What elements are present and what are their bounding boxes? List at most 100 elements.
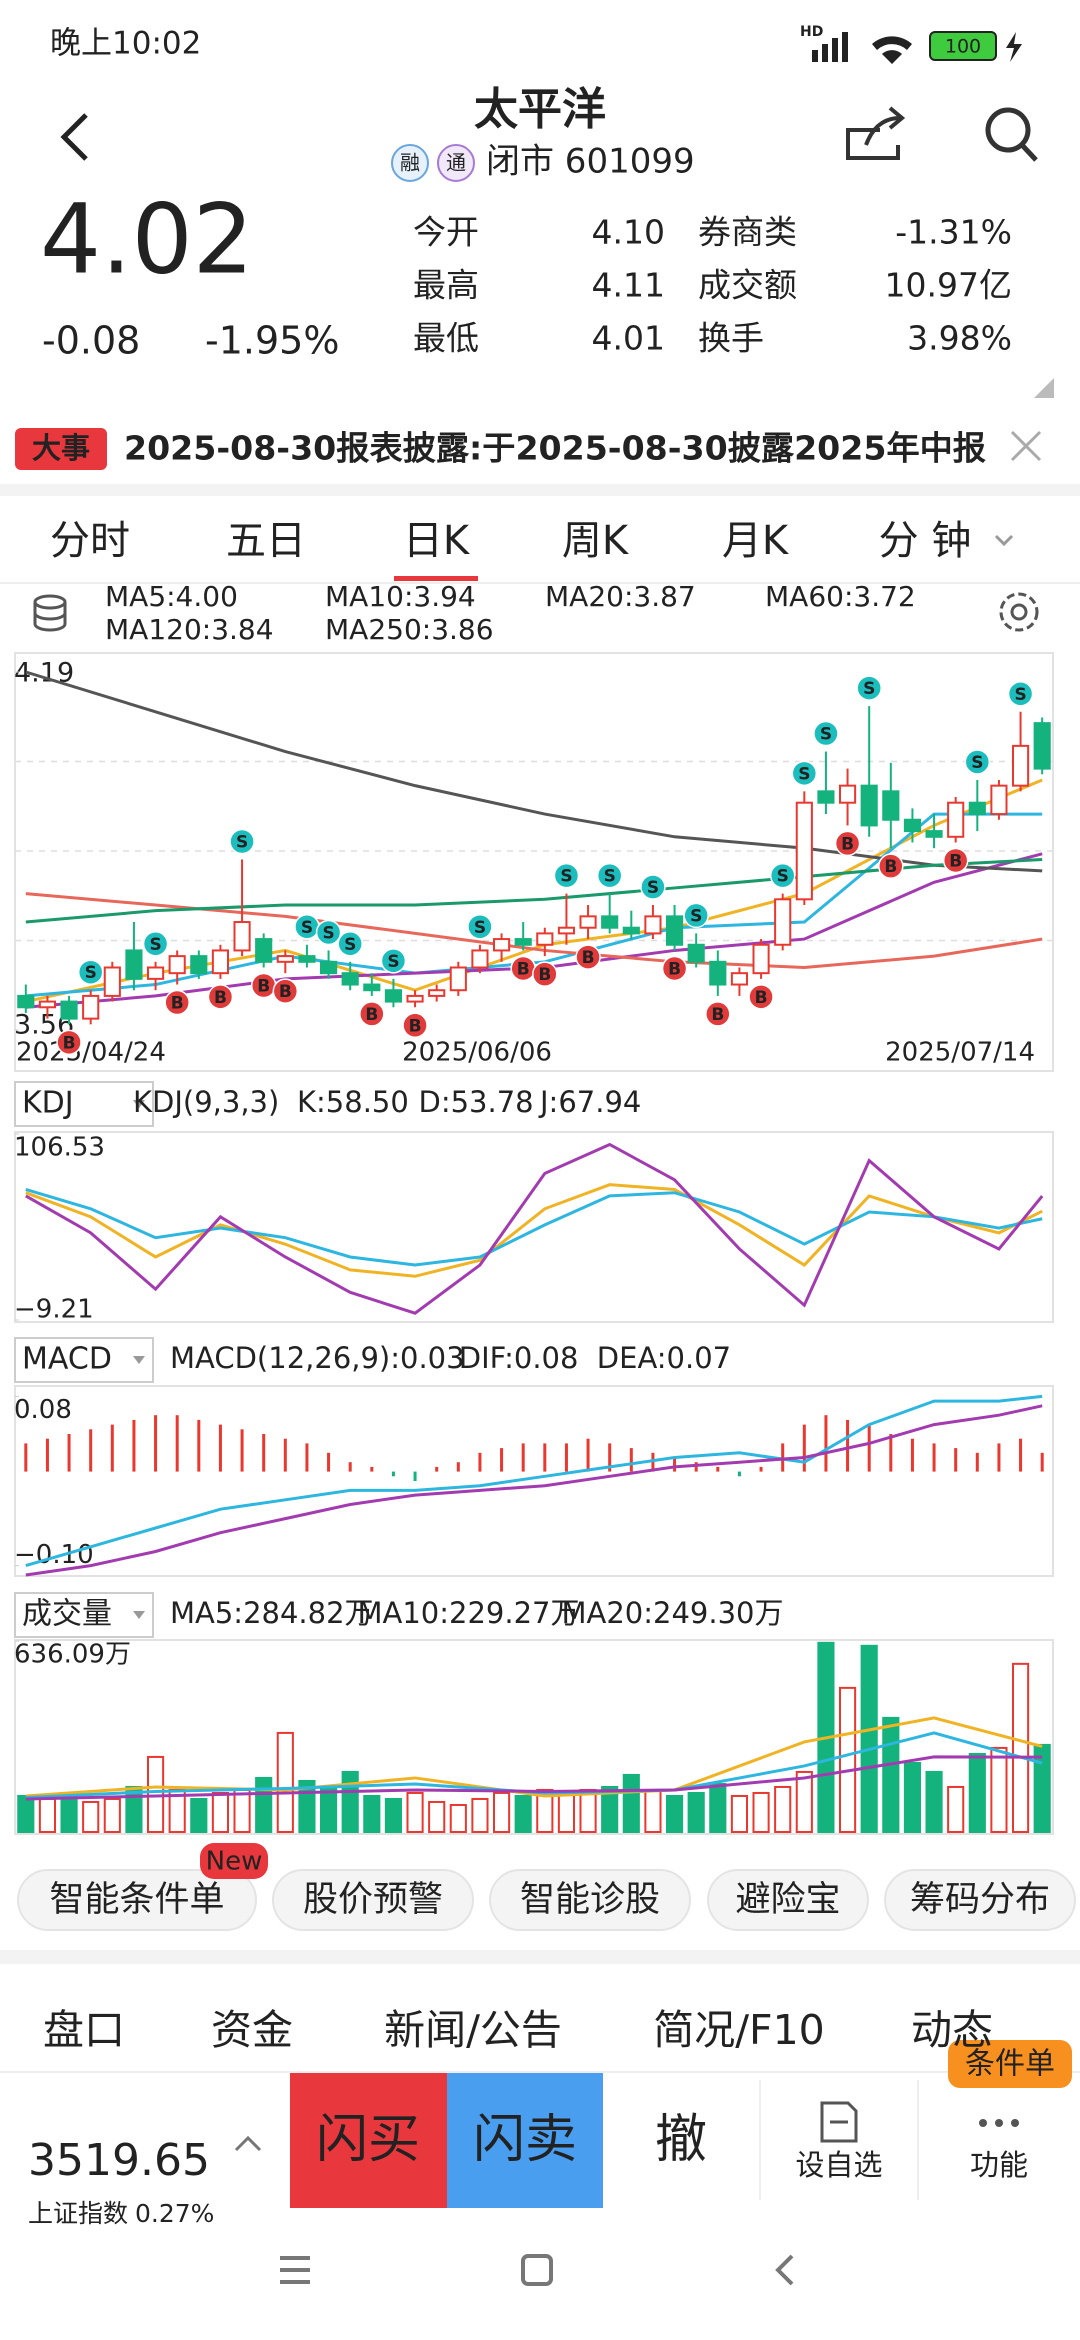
macd-bar [824,1415,828,1472]
stat-value: 4.01 [592,319,665,358]
macd-bar [759,1466,763,1472]
tool-chip[interactable] [884,1869,1076,1931]
signal-label: B [517,959,530,979]
date-label: 2025/07/14 [885,1038,1035,1068]
y-tick-label: −9.21 [14,1295,94,1325]
section-tab[interactable]: 动态 [911,2006,993,2054]
signal-marker [142,931,169,957]
y-tick-label: 0.08 [14,1395,72,1425]
signal-label: B [582,948,595,968]
tab[interactable]: 五日 [226,518,306,564]
more-label: 功能 [970,2148,1028,2182]
dropdown-arrow[interactable] [994,534,1014,547]
macd-bar [1040,1452,1044,1472]
volume-bar [622,1773,640,1834]
candle-body [579,915,597,929]
volume-bar [860,1644,878,1834]
nav-home[interactable] [521,2254,553,2286]
signal-label: S [387,952,399,972]
tab[interactable]: 周K [562,518,630,564]
candle-body [774,898,792,946]
signal-label: S [474,918,486,938]
tool-chip[interactable] [489,1869,691,1931]
separator [0,1950,1080,1964]
section-tab[interactable]: 盘口 [43,2006,125,2054]
buy-button[interactable] [290,2073,447,2208]
status-time: 晚上10:02 [50,26,201,62]
candle-body [557,926,576,935]
volume-bar [990,1746,1008,1833]
volume-bar [665,1794,684,1834]
sell-button[interactable] [447,2073,603,2208]
stat-label: 券商类 [698,213,797,252]
candle-body [687,943,705,963]
tool-chip[interactable] [707,1869,869,1931]
volume-bar [384,1797,403,1834]
candle-body [384,989,403,1003]
indicator-line [25,1755,1043,1801]
section-tab[interactable]: 新闻/公告 [384,2006,562,2054]
tool-label[interactable]: 智能诊股 [520,1880,660,1920]
volume-bar [514,1794,532,1834]
macd-bar [694,1462,698,1472]
tool-chip[interactable] [272,1869,474,1931]
macd-bar [716,1466,720,1472]
share-button[interactable] [846,106,906,160]
indicator-line [25,1716,1043,1798]
indicator-line [25,1142,1044,1315]
macd-bar [370,1466,374,1472]
tab[interactable]: 分时 [50,518,130,564]
volume-bar [492,1791,511,1833]
volume-bar [903,1761,922,1834]
tool-label[interactable]: 股价预警 [303,1880,443,1920]
stat-value: 10.97亿 [885,266,1012,305]
macd-bar [154,1415,158,1472]
indicator-selector[interactable] [14,1081,154,1127]
tool-label[interactable]: 避险宝 [735,1880,840,1920]
y-tick-label: 636.09万 [14,1640,131,1670]
network: HD [800,24,823,40]
volume-bar [319,1785,338,1834]
search-button[interactable] [985,107,1038,162]
stat-label: 今开 [413,213,479,252]
candle-body [60,1000,78,1020]
volume-bar [449,1803,467,1833]
db-icon[interactable] [33,594,67,632]
indicator-line [25,1731,1043,1799]
candle-body [730,972,749,986]
candle-body [363,983,381,992]
chevron-up[interactable] [234,2135,262,2152]
nav-back[interactable] [775,2254,794,2286]
settings-icon[interactable] [999,592,1039,632]
candle-body [82,994,100,1020]
section-tab[interactable]: 简况/F10 [653,2006,825,2054]
watch-icon [820,2101,858,2143]
indicator-selector[interactable] [14,1337,154,1383]
signal-label: B [214,988,227,1008]
tab[interactable]: 分 钟 [879,518,972,564]
volume-bar [536,1788,554,1833]
nav-menu[interactable] [280,2256,310,2284]
market-status: 闭市 601099 [486,142,695,182]
tool-label[interactable]: 智能条件单 [49,1880,224,1920]
tab[interactable]: 日K [403,518,471,564]
volume-bar [190,1797,208,1834]
section-tab[interactable]: 资金 [211,2006,293,2054]
signal-label: B [63,1033,76,1053]
close-news[interactable] [1010,430,1042,462]
tab[interactable]: 月K [722,518,790,564]
macd-bar [24,1443,28,1472]
tool-chip[interactable] [17,1869,257,1931]
volume-bar [795,1770,813,1833]
indicator-selector[interactable] [14,1592,154,1638]
signal-label: B [279,982,292,1002]
signal-marker [769,862,796,889]
stat-label: 换手 [698,319,764,358]
tool-label[interactable]: 筹码分布 [910,1880,1050,1920]
indicator-params: MACD(12,26,9):0.03 [170,1341,465,1375]
signal-marker [402,1012,428,1039]
macd-bar [262,1434,266,1472]
macd-bar [932,1443,936,1472]
back-button[interactable] [60,113,88,161]
candle-body [665,915,684,946]
